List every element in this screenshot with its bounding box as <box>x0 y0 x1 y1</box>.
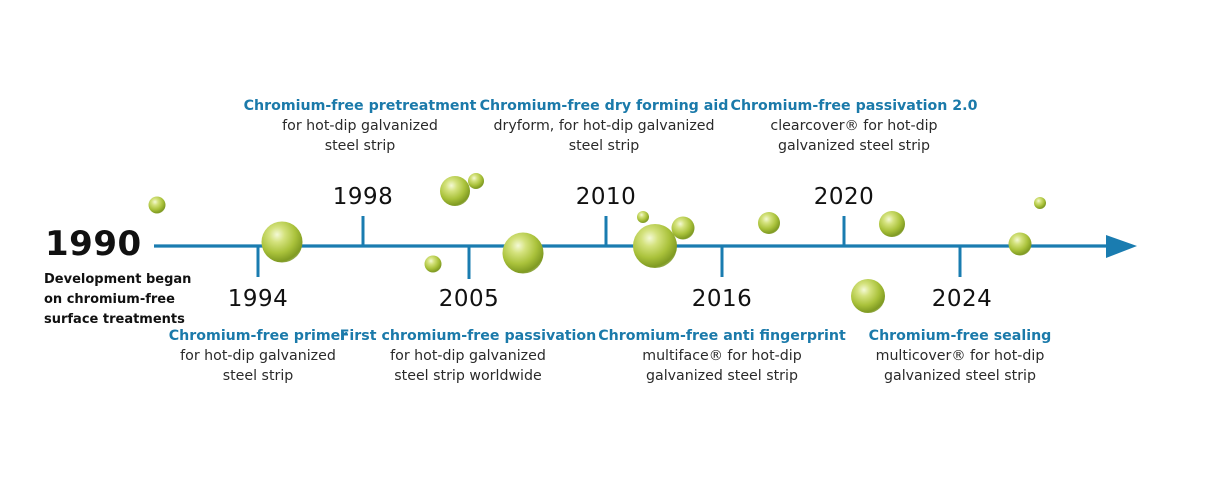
event-1994: Chromium-free primer for hot-dip galvani… <box>169 326 347 386</box>
event-desc-line: multiface® for hot-dip <box>642 348 802 364</box>
event-title: Chromium-free sealing <box>868 328 1052 344</box>
origin-description: Development began on chromium-free surfa… <box>44 270 191 330</box>
event-1998: Chromium-free pretreatment for hot-dip g… <box>244 96 477 156</box>
event-desc-line: dryform, for hot-dip galvanized <box>493 118 715 134</box>
event-desc-line: steel strip <box>568 138 640 154</box>
green-sphere-icon <box>633 224 677 268</box>
green-sphere-icon <box>1034 197 1046 209</box>
year-2020: 2020 <box>813 184 875 210</box>
green-sphere-icon <box>261 221 303 263</box>
green-sphere-icon <box>1008 232 1032 256</box>
event-2016: Chromium-free anti fingerprint multiface… <box>598 326 846 386</box>
year-2005: 2005 <box>438 286 500 312</box>
event-2024: Chromium-free sealing multicover® for ho… <box>869 326 1052 386</box>
event-2010: Chromium-free dry forming aid dryform, f… <box>480 96 729 156</box>
event-desc-line: multicover® for hot-dip <box>875 348 1045 364</box>
event-desc-line: for hot-dip galvanized <box>180 348 336 364</box>
event-desc-line: galvanized steel strip <box>884 368 1036 384</box>
event-title: Chromium-free pretreatment <box>243 98 477 114</box>
green-sphere-icon <box>502 232 544 274</box>
green-sphere-icons <box>148 173 1046 313</box>
event-title: Chromium-free passivation 2.0 <box>730 98 978 114</box>
event-desc-line: for hot-dip galvanized <box>390 348 546 364</box>
event-title: Chromium-free anti fingerprint <box>598 328 846 344</box>
origin-desc-line: on chromium-free <box>44 292 175 307</box>
origin-year: 1990 <box>45 224 142 264</box>
event-desc-line: steel strip <box>222 368 294 384</box>
green-sphere-icon <box>440 176 470 206</box>
event-desc-line: clearcover® for hot-dip <box>770 118 938 134</box>
event-desc-line: galvanized steel strip <box>646 368 798 384</box>
event-title: Chromium-free primer <box>168 328 348 344</box>
event-2005: First chromium-free passivation for hot-… <box>340 326 597 386</box>
year-2024: 2024 <box>931 286 993 312</box>
arrowhead-right-icon <box>1106 235 1137 258</box>
event-desc-line: steel strip <box>324 138 396 154</box>
year-1998: 1998 <box>332 184 394 210</box>
green-sphere-icon <box>758 212 780 234</box>
event-title: First chromium-free passivation <box>339 328 597 344</box>
event-2020: Chromium-free passivation 2.0 clearcover… <box>731 96 978 156</box>
green-sphere-icon <box>671 216 695 240</box>
year-2016: 2016 <box>691 286 753 312</box>
green-sphere-icon <box>468 173 484 189</box>
origin-desc-line: Development began <box>44 272 192 287</box>
green-sphere-icon <box>851 279 885 313</box>
green-sphere-icon <box>148 196 166 214</box>
event-title: Chromium-free dry forming aid <box>479 98 729 114</box>
green-sphere-icon <box>424 255 442 273</box>
year-1994: 1994 <box>227 286 289 312</box>
origin-desc-line: surface treatments <box>44 312 185 327</box>
year-2010: 2010 <box>575 184 637 210</box>
green-sphere-icon <box>879 211 905 237</box>
event-desc-line: for hot-dip galvanized <box>282 118 438 134</box>
green-sphere-icon <box>637 211 649 223</box>
event-desc-line: steel strip worldwide <box>394 368 542 384</box>
event-desc-line: galvanized steel strip <box>778 138 930 154</box>
